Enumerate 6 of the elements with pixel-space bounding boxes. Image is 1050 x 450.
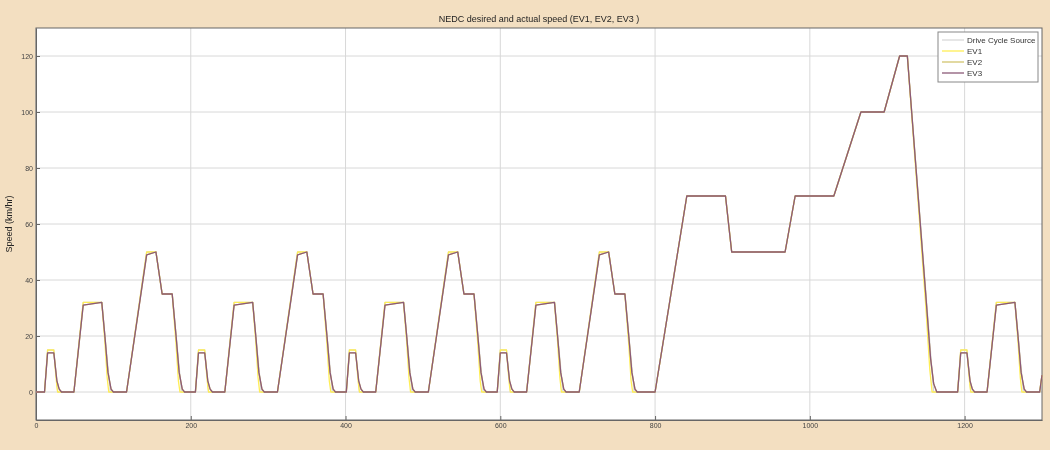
legend-label: Drive Cycle Source (967, 36, 1037, 45)
legend-label: EV1 (967, 47, 983, 56)
legend-label: EV2 (967, 58, 983, 67)
y-axis-title: Speed (km/hr) (4, 195, 14, 253)
chart-title: NEDC desired and actual speed (EV1, EV2, EV3 ) (438, 14, 640, 24)
legend-label: EV3 (967, 69, 983, 78)
